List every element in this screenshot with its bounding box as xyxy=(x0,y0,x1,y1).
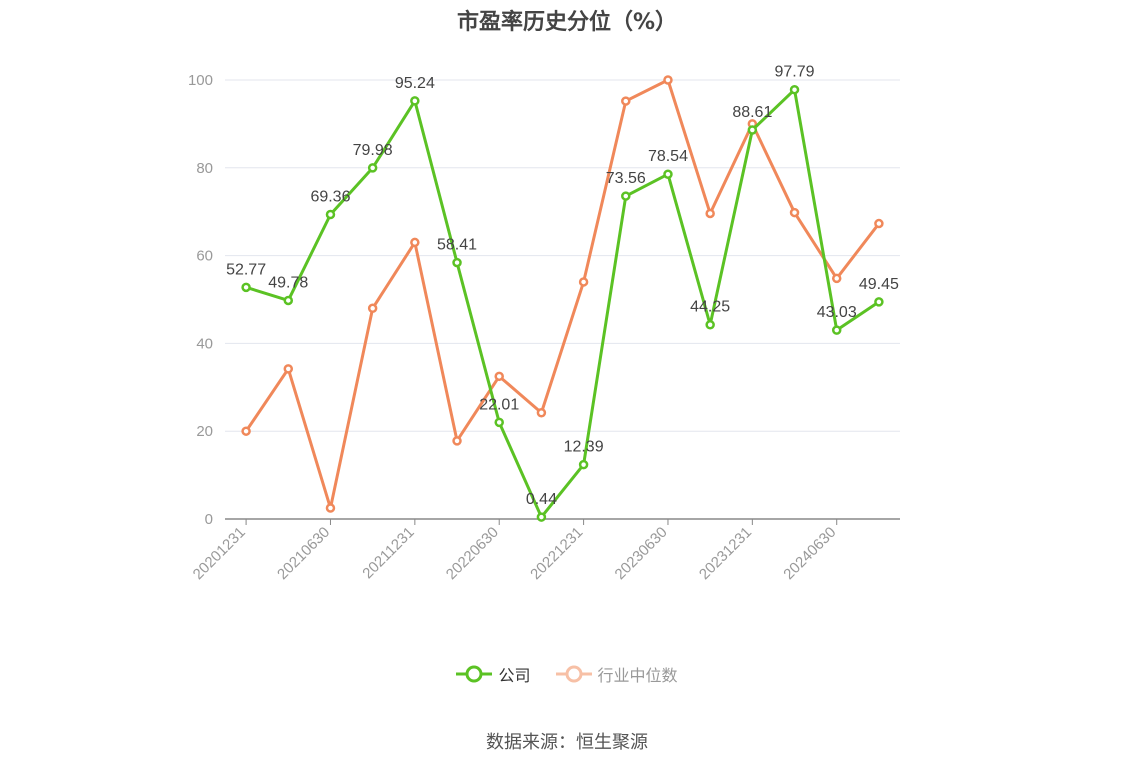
legend-label-company: 公司 xyxy=(498,666,531,685)
data-point-0 xyxy=(494,417,504,428)
data-point-1 xyxy=(705,208,715,219)
data-point-0 xyxy=(536,512,547,522)
legend-label-industry: 行业中位数 xyxy=(597,666,678,685)
data-point-0 xyxy=(452,257,462,268)
data-label: 73.56 xyxy=(606,170,646,187)
data-point-0 xyxy=(241,282,251,293)
x-tick-label: 20231231 xyxy=(696,524,755,583)
data-label: 22.01 xyxy=(479,396,519,413)
y-tick-label: 20 xyxy=(196,423,213,440)
legend: 公司 行业中位数 xyxy=(0,662,1134,688)
data-label: 43.03 xyxy=(817,304,857,321)
y-tick-label: 40 xyxy=(196,335,213,352)
legend-marker-company-icon xyxy=(456,665,493,683)
data-label: 52.77 xyxy=(226,261,266,278)
data-point-0 xyxy=(578,459,589,470)
data-point-0 xyxy=(747,125,758,135)
x-tick-label: 20201231 xyxy=(190,524,249,583)
data-point-0 xyxy=(410,96,420,106)
data-label: 69.36 xyxy=(310,189,350,206)
x-tick-label: 20240630 xyxy=(780,524,839,583)
data-point-0 xyxy=(621,191,631,201)
data-label: 97.79 xyxy=(775,64,815,81)
data-point-0 xyxy=(831,325,842,335)
data-point-1 xyxy=(410,237,420,248)
y-tick-label: 60 xyxy=(196,248,213,265)
y-tick-label: 0 xyxy=(205,511,213,528)
data-point-1 xyxy=(621,96,631,106)
series-line-1 xyxy=(244,78,881,510)
data-point-0 xyxy=(367,163,378,173)
x-tick-label: 20220630 xyxy=(443,524,502,583)
y-tick-label: 80 xyxy=(196,160,213,177)
data-point-0 xyxy=(663,169,673,179)
x-tick-label: 20221231 xyxy=(527,524,586,583)
data-label: 49.45 xyxy=(859,276,899,293)
legend-marker-industry-icon xyxy=(555,665,592,683)
legend-item-company[interactable]: 公司 xyxy=(456,662,530,686)
data-point-0 xyxy=(874,297,884,307)
data-label: 79.98 xyxy=(353,142,393,159)
data-point-1 xyxy=(874,218,884,229)
data-point-1 xyxy=(789,207,800,218)
data-point-1 xyxy=(663,75,673,85)
data-point-1 xyxy=(536,408,547,418)
data-point-1 xyxy=(831,273,842,284)
data-label: 88.61 xyxy=(732,104,772,121)
data-point-1 xyxy=(241,426,251,436)
x-tick-label: 20211231 xyxy=(359,524,417,582)
data-point-1 xyxy=(367,303,378,314)
data-point-1 xyxy=(578,277,589,287)
data-point-1 xyxy=(325,503,336,513)
data-label: 49.78 xyxy=(268,274,308,291)
data-label: 78.54 xyxy=(648,148,688,165)
data-point-1 xyxy=(452,436,462,446)
y-tick-label: 100 xyxy=(188,72,213,89)
data-source: 数据来源：恒生聚源 xyxy=(486,732,648,753)
data-point-0 xyxy=(705,319,715,330)
x-tick-label: 20210630 xyxy=(274,524,333,583)
data-label: 58.41 xyxy=(437,237,477,254)
data-label: 95.24 xyxy=(395,75,435,92)
data-label: 44.25 xyxy=(690,299,730,316)
series-line-0 xyxy=(245,88,880,519)
data-point-0 xyxy=(283,295,294,306)
x-tick-label: 20230630 xyxy=(612,524,671,583)
legend-item-industry[interactable]: 行业中位数 xyxy=(555,662,678,686)
chart-title: 市盈率历史分位（%） xyxy=(456,10,678,35)
data-point-0 xyxy=(325,209,336,220)
data-point-0 xyxy=(789,84,800,95)
data-label: 0.44 xyxy=(526,491,557,508)
data-point-1 xyxy=(494,371,504,382)
data-label: 12.39 xyxy=(564,439,604,456)
data-point-1 xyxy=(283,364,294,374)
